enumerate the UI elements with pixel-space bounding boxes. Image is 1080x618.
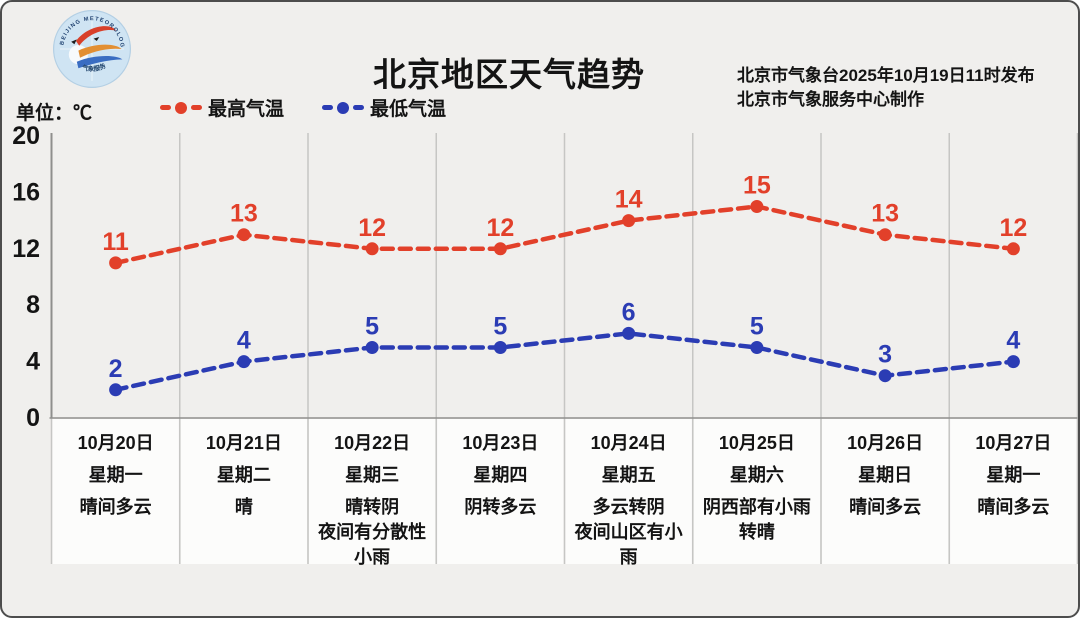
max-temp-point — [237, 228, 251, 242]
max-temp-point — [109, 256, 123, 270]
weather-label: 阴转多云 — [464, 496, 536, 517]
day-column-background — [950, 419, 1077, 564]
y-tick-label: 20 — [12, 122, 40, 150]
min-temp-point — [237, 355, 251, 369]
min-temp-value-label: 6 — [622, 298, 636, 326]
max-temp-value-label: 13 — [871, 200, 899, 228]
max-temp-value-label: 12 — [999, 214, 1027, 242]
y-tick-label: 8 — [26, 291, 40, 319]
min-temp-line — [113, 331, 1016, 393]
max-temp-point — [750, 200, 764, 213]
max-temp-value-label: 12 — [486, 214, 514, 242]
min-temp-value-label: 5 — [750, 313, 764, 341]
legend-label-max-temp: 最高气温 — [208, 99, 285, 120]
min-temp-point — [109, 383, 123, 397]
weather-label: 晴间多云 — [80, 496, 152, 517]
bird-glyph — [93, 37, 100, 41]
weather-label: 晴间多云 — [977, 496, 1049, 517]
day-column-background — [565, 419, 692, 564]
legend-item-min-temp: 最低气温 — [322, 94, 446, 121]
page-title: 北京地区天气趋势 — [373, 56, 645, 94]
weather-label: 晴间多云 — [849, 496, 921, 517]
bird-glyph — [71, 39, 77, 45]
weather-label: 夜间有分散性 — [317, 521, 426, 542]
max-temp-point — [622, 214, 636, 228]
red-swoosh — [76, 26, 116, 46]
publisher-info: 北京市气象台2025年10月19日11时发布 北京市气象服务中心制作 — [737, 64, 1035, 112]
weekday-label: 星期一 — [89, 465, 143, 485]
weekday-label: 星期五 — [602, 465, 656, 485]
y-tick-label: 12 — [12, 235, 40, 263]
legend-item-max-temp: 最高气温 — [160, 94, 284, 121]
blue-swoosh — [76, 56, 123, 69]
y-tick-label: 0 — [26, 404, 40, 432]
max-temp-point — [365, 242, 379, 256]
max-temp-value-label: 15 — [743, 172, 771, 200]
max-temp-point — [493, 242, 507, 256]
max-temp-point — [878, 228, 892, 242]
weekday-label: 星期六 — [730, 464, 784, 485]
orange-swoosh — [78, 44, 122, 58]
day-column-background — [180, 419, 307, 564]
min-temp-value-label: 2 — [109, 355, 123, 383]
min-temp-value-label: 5 — [365, 313, 379, 341]
date-label: 10月20日 — [78, 433, 154, 453]
max-temp-point — [1006, 242, 1020, 256]
weather-label: 多云转阴 — [593, 496, 665, 517]
weather-label: 转晴 — [739, 521, 775, 542]
day-column-background — [822, 419, 949, 564]
y-tick-label: 16 — [12, 178, 40, 206]
beijing-meteorological-service-logo: BEIJING METEOROLOGICAL SERVICE 气象服务 — [52, 9, 131, 88]
date-label: 10月25日 — [719, 433, 795, 453]
chart-legend: 最高气温 最低气温 — [160, 94, 446, 121]
weekday-label: 星期二 — [217, 465, 271, 485]
min-temp-value-label: 5 — [493, 313, 507, 341]
min-temp-value-label: 3 — [878, 341, 892, 369]
weather-label: 阴西部有小雨 — [703, 496, 811, 517]
day-column-background — [52, 419, 179, 564]
weather-label: 夜间山区有小 — [574, 521, 683, 542]
unit-label: 单位：℃ — [16, 103, 93, 124]
min-temp-point — [622, 326, 636, 340]
weekday-label: 星期一 — [986, 465, 1040, 485]
date-label: 10月26日 — [847, 433, 923, 453]
min-temp-point — [1006, 355, 1020, 369]
date-label: 10月24日 — [591, 433, 667, 453]
min-temp-point — [365, 341, 379, 354]
min-temp-point — [750, 341, 764, 354]
min-temp-point — [493, 341, 507, 354]
max-temp-line — [113, 204, 1016, 266]
date-label: 10月27日 — [975, 433, 1051, 453]
max-temp-value-label: 11 — [102, 228, 129, 256]
day-column-background — [693, 419, 820, 564]
max-temp-value-label: 14 — [615, 186, 643, 214]
weather-label: 晴转阴 — [345, 496, 399, 517]
date-label: 10月23日 — [462, 433, 538, 453]
weekday-label: 星期日 — [858, 465, 912, 485]
weekday-label: 星期四 — [473, 465, 527, 485]
max-temp-marker-icon — [160, 101, 202, 114]
max-temp-value-label: 12 — [358, 214, 386, 242]
legend-label-min-temp: 最低气温 — [370, 99, 447, 120]
min-temp-marker-icon — [322, 101, 365, 114]
min-temp-point — [878, 369, 892, 383]
min-temp-value-label: 4 — [1006, 327, 1020, 355]
weather-label: 雨 — [620, 547, 638, 567]
weather-label: 晴 — [235, 496, 253, 517]
y-tick-label: 4 — [26, 348, 40, 376]
weekday-label: 星期三 — [345, 465, 399, 485]
weather-label: 小雨 — [354, 547, 390, 567]
date-label: 10月21日 — [206, 433, 282, 453]
max-temp-value-label: 13 — [230, 200, 258, 228]
day-column-background — [309, 419, 436, 564]
publisher-line-2: 北京市气象服务中心制作 — [737, 90, 924, 109]
min-temp-value-label: 4 — [237, 327, 251, 355]
publisher-line-1: 北京市气象台2025年10月19日11时发布 — [737, 66, 1035, 85]
date-label: 10月22日 — [334, 433, 410, 453]
day-column-background — [437, 419, 564, 564]
